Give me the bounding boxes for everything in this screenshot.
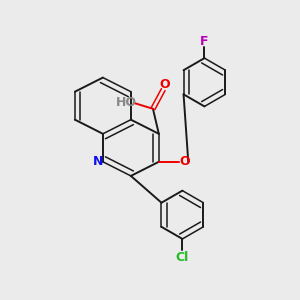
Text: HO: HO — [116, 96, 137, 110]
Text: O: O — [159, 78, 170, 91]
Text: F: F — [200, 34, 209, 48]
Text: Cl: Cl — [176, 251, 189, 264]
Text: N: N — [92, 155, 103, 168]
Text: O: O — [179, 155, 190, 168]
